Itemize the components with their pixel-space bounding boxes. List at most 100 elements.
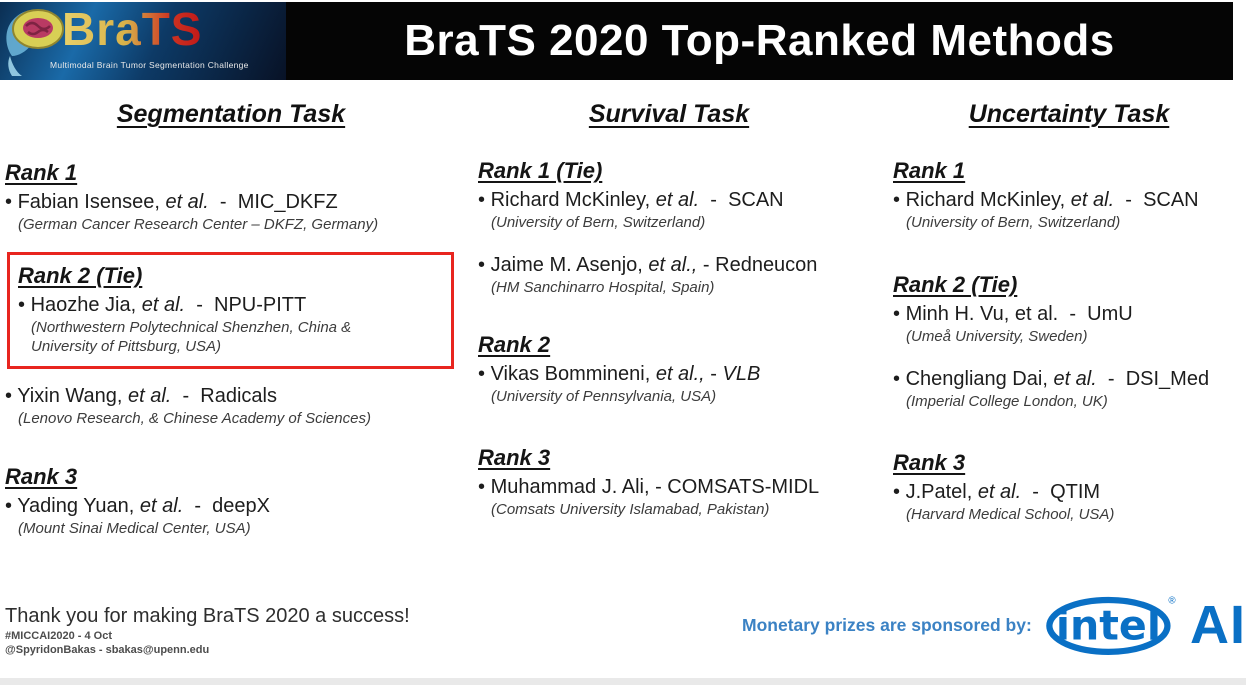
rank-section: Rank 1 (Tie) Richard McKinley, et al. - … xyxy=(478,158,860,232)
dash: - xyxy=(183,495,213,517)
thanks-message: Thank you for making BraTS 2020 a succes… xyxy=(5,605,410,627)
affiliation: (German Cancer Research Center – DKFZ, G… xyxy=(18,216,379,233)
affiliation: (University of Pennsylvania, USA) xyxy=(491,388,717,405)
etal-text: et al. xyxy=(1065,189,1115,211)
etal-text: et al., xyxy=(642,254,698,276)
entry-line: Yading Yuan, et al. - deepX xyxy=(5,493,457,519)
affiliation: (Comsats University Islamabad, Pakistan) xyxy=(491,501,770,518)
bullet-icon xyxy=(5,385,17,407)
rank-section: Rank 1 Fabian Isensee, et al. - MIC_DKFZ… xyxy=(5,160,457,234)
contact-line: @SpyridonBakas - sbakas@upenn.edu xyxy=(5,644,210,656)
etal-text: et al. xyxy=(134,495,184,517)
affiliation: (Mount Sinai Medical Center, USA) xyxy=(18,520,251,537)
bullet-icon xyxy=(478,363,491,385)
team-name: VLB xyxy=(722,363,761,385)
author-name: Chengliang Dai, xyxy=(905,368,1048,390)
bullet-icon xyxy=(478,189,491,211)
header-banner: BraTS Multimodal Brain Tumor Segmentatio… xyxy=(0,2,1233,80)
brain-icon xyxy=(6,9,64,76)
slide-bottom-edge xyxy=(0,678,1246,685)
author-name: Haozhe Jia, xyxy=(30,294,137,316)
rank-heading: Rank 2 (Tie) xyxy=(893,272,1018,297)
entry-line: J.Patel, et al. - QTIM xyxy=(893,479,1245,505)
rank-section: Chengliang Dai, et al. - DSI_Med (Imperi… xyxy=(893,366,1245,411)
rank-section: Rank 3 J.Patel, et al. - QTIM (Harvard M… xyxy=(893,450,1245,524)
affiliation: (Lenovo Research, & Chinese Academy of S… xyxy=(18,410,371,427)
dash: - xyxy=(697,254,716,276)
team-name: Redneucon xyxy=(715,254,818,276)
entry-line: Haozhe Jia, et al. - NPU-PITT xyxy=(18,292,443,318)
dash: - xyxy=(1096,368,1126,390)
affiliation: (Umeå University, Sweden) xyxy=(906,328,1088,345)
dash: - xyxy=(1021,481,1051,503)
etal-text: et al., xyxy=(650,363,705,385)
segmentation-column: Segmentation Task Rank 1 Fabian Isensee,… xyxy=(5,100,457,537)
team-name: SCAN xyxy=(728,189,784,211)
rank-section: Yixin Wang, et al. - Radicals (Lenovo Re… xyxy=(5,383,457,428)
entry-line: Chengliang Dai, et al. - DSI_Med xyxy=(893,366,1245,392)
affiliation: (Northwestern Polytechnical Shenzhen, Ch… xyxy=(31,319,352,355)
rank-section: Rank 2 Vikas Bommineni, et al., - VLB (U… xyxy=(478,332,860,406)
team-name: DSI_Med xyxy=(1125,368,1210,390)
intel-logo: intel ® xyxy=(1046,596,1176,655)
team-name: Radicals xyxy=(200,385,277,407)
team-name: COMSATS-MIDL xyxy=(667,476,820,498)
dash: - xyxy=(171,385,201,407)
entry-line: Richard McKinley, et al. - SCAN xyxy=(893,187,1245,213)
team-name: MIC_DKFZ xyxy=(237,191,338,213)
rank-section: Rank 3 Yading Yuan, et al. - deepX (Moun… xyxy=(5,464,457,538)
column-title: Survival Task xyxy=(588,100,750,128)
team-name: UmU xyxy=(1087,303,1133,325)
author-name: Yixin Wang, xyxy=(17,385,123,407)
column-title: Segmentation Task xyxy=(116,100,346,128)
bullet-icon xyxy=(18,294,31,316)
rank-section-highlighted: Rank 2 (Tie) Haozhe Jia, et al. - NPU-PI… xyxy=(7,252,454,369)
page-title: BraTS 2020 Top-Ranked Methods xyxy=(404,16,1115,65)
bullet-icon xyxy=(5,495,17,517)
bullet-icon xyxy=(478,254,491,276)
author-name: Vikas Bommineni, xyxy=(490,363,651,385)
dash: - xyxy=(1058,303,1088,325)
footer-left: Thank you for making BraTS 2020 a succes… xyxy=(5,604,410,657)
entry-line: Minh H. Vu, et al. - UmU xyxy=(893,301,1245,327)
etal-text: et al. xyxy=(1047,368,1097,390)
sponsor-row: Monetary prizes are sponsored by: intel … xyxy=(742,583,1246,667)
affiliation: (University of Bern, Switzerland) xyxy=(906,214,1121,231)
hashtag-line: #MICCAI2020 - 4 Oct xyxy=(5,630,112,642)
rank-section: Jaime M. Asenjo, et al., - Redneucon (HM… xyxy=(478,252,860,297)
entry-line: Vikas Bommineni, et al., - VLB xyxy=(478,361,860,387)
team-name: QTIM xyxy=(1050,481,1101,503)
sponsor-text: Monetary prizes are sponsored by: xyxy=(742,614,1032,635)
affiliation: (University of Bern, Switzerland) xyxy=(491,214,706,231)
brand-tagline: Multimodal Brain Tumor Segmentation Chal… xyxy=(50,60,249,70)
survival-column: Survival Task Rank 1 (Tie) Richard McKin… xyxy=(478,100,860,518)
etal-text: et al. xyxy=(159,191,209,213)
affiliation: (Harvard Medical School, USA) xyxy=(906,506,1115,523)
team-name: NPU-PITT xyxy=(214,294,307,316)
dash: - xyxy=(1114,189,1144,211)
registered-mark: ® xyxy=(1168,596,1176,607)
author-name: Muhammad J. Ali, xyxy=(490,476,650,498)
author-name: Fabian Isensee, xyxy=(17,191,160,213)
dash: - xyxy=(649,476,668,498)
bullet-icon xyxy=(5,191,18,213)
affiliation: (HM Sanchinarro Hospital, Spain) xyxy=(491,279,715,296)
bullet-icon xyxy=(893,189,906,211)
intel-ai-text: AI xyxy=(1190,595,1246,655)
dash: - xyxy=(704,363,723,385)
author-name: Minh H. Vu, xyxy=(905,303,1010,325)
bullet-icon xyxy=(893,368,906,390)
bullet-icon xyxy=(478,476,491,498)
author-name: J.Patel, xyxy=(905,481,973,503)
dash: - xyxy=(699,189,729,211)
etal-text: et al. xyxy=(972,481,1022,503)
team-name: deepX xyxy=(212,495,271,517)
entry-line: Fabian Isensee, et al. - MIC_DKFZ xyxy=(5,189,457,215)
etal-text: et al. xyxy=(122,385,172,407)
team-name: SCAN xyxy=(1143,189,1199,211)
author-name: Richard McKinley, xyxy=(490,189,651,211)
rank-heading: Rank 3 xyxy=(5,464,78,489)
rank-section: Rank 1 Richard McKinley, et al. - SCAN (… xyxy=(893,158,1245,232)
etal-text: et al. xyxy=(1009,303,1059,325)
rank-heading: Rank 3 xyxy=(478,445,551,470)
